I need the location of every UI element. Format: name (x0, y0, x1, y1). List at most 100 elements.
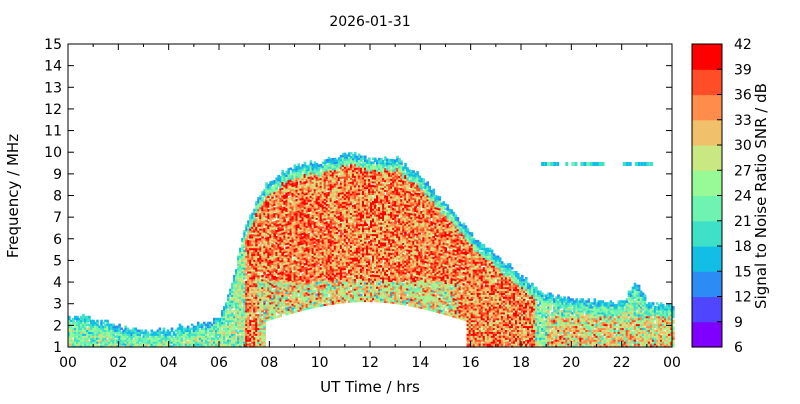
heatmap-cell (293, 242, 297, 245)
heatmap-cell (303, 302, 307, 305)
heatmap-cell (271, 239, 274, 242)
heatmap-cell (297, 173, 301, 176)
heatmap-cell (227, 294, 230, 297)
heatmap-cell (301, 168, 305, 171)
heatmap-cell (196, 329, 200, 332)
heatmap-cell (349, 269, 353, 272)
heatmap-cell (349, 259, 353, 262)
heatmap-cell (235, 292, 238, 295)
heatmap-cell (321, 194, 325, 198)
heatmap-cell (194, 339, 198, 342)
heatmap-cell (303, 233, 307, 237)
heatmap-cell (279, 312, 282, 316)
heatmap-cell (249, 241, 252, 245)
heatmap-cell (307, 215, 311, 218)
heatmap-cell (235, 308, 238, 311)
heatmap-cell (269, 198, 272, 202)
heatmap-cell (92, 325, 95, 329)
heatmap-cell (325, 159, 329, 162)
heatmap-cell (287, 281, 291, 284)
heatmap-cell (319, 271, 323, 274)
heatmap-cell (257, 302, 260, 305)
heatmap-cell (301, 267, 305, 270)
heatmap-cell (279, 300, 282, 304)
heatmap-cell (317, 244, 321, 247)
heatmap-cell (279, 281, 282, 284)
heatmap-cell (315, 229, 319, 232)
heatmap-cell (140, 341, 144, 344)
heatmap-cell (239, 327, 242, 330)
heatmap-cell (287, 238, 291, 241)
heatmap-cell (132, 343, 135, 346)
heatmap-cell (267, 281, 270, 284)
heatmap-cell (297, 190, 301, 194)
heatmap-cell (333, 220, 337, 223)
heatmap-cell (271, 229, 274, 232)
heatmap-cell (317, 248, 321, 251)
heatmap-cell (277, 301, 280, 304)
heatmap-cell (311, 218, 315, 221)
heatmap-cell (265, 291, 268, 294)
heatmap-cell (289, 218, 293, 221)
heatmap-cell (88, 323, 91, 327)
heatmap-cell (237, 288, 240, 292)
heatmap-cell (267, 310, 270, 313)
heatmap-cell (301, 279, 305, 282)
heatmap-cell (231, 304, 234, 307)
heatmap-cell (92, 341, 95, 344)
heatmap-cell (68, 339, 71, 342)
heatmap-cell (217, 337, 220, 340)
heatmap-cell (285, 192, 288, 195)
heatmap-cell (251, 343, 254, 346)
heatmap-cell (327, 240, 331, 243)
heatmap-cell (267, 287, 270, 290)
heatmap-cell (313, 249, 317, 252)
heatmap-cell (156, 329, 160, 332)
heatmap-cell (331, 198, 335, 202)
heatmap-cell (297, 217, 301, 221)
heatmap-cell (257, 276, 260, 280)
heatmap-cell (257, 269, 260, 272)
heatmap-cell (339, 252, 343, 255)
heatmap-cell (168, 337, 172, 340)
heatmap-cell (341, 187, 345, 191)
heatmap-cell (305, 231, 309, 234)
heatmap-cell (221, 310, 224, 313)
heatmap-cell (227, 327, 230, 330)
heatmap-cell (249, 327, 252, 330)
heatmap-cell (349, 171, 353, 175)
heatmap-cell (291, 254, 295, 258)
heatmap-cell (273, 293, 276, 296)
heatmap-cell (331, 189, 335, 192)
heatmap-cell (247, 222, 250, 225)
heatmap-cell (285, 197, 288, 201)
heatmap-cell (223, 329, 226, 332)
heatmap-cell (285, 293, 288, 296)
heatmap-cell (102, 327, 105, 330)
heatmap-cell (90, 323, 93, 327)
heatmap-cell (271, 204, 274, 207)
heatmap-cell (255, 298, 258, 301)
heatmap-cell (343, 218, 347, 222)
heatmap-cell (158, 329, 162, 332)
heatmap-cell (295, 241, 299, 245)
heatmap-cell (176, 333, 180, 336)
heatmap-cell (255, 239, 258, 243)
heatmap-cell (329, 162, 333, 165)
heatmap-cell (70, 335, 73, 338)
heatmap-cell (339, 242, 343, 246)
heatmap-cell (301, 251, 305, 255)
heatmap-cell (339, 258, 343, 261)
heatmap-cell (225, 339, 228, 342)
heatmap-cell (104, 341, 107, 344)
heatmap-cell (245, 230, 248, 233)
heatmap-cell (313, 204, 317, 207)
heatmap-cell (349, 284, 353, 288)
heatmap-cell (329, 244, 333, 247)
heatmap-cell (317, 287, 321, 290)
heatmap-cell (72, 341, 75, 344)
heatmap-cell (243, 274, 246, 278)
heatmap-cell (68, 335, 71, 338)
heatmap-cell (88, 337, 91, 340)
heatmap-cell (279, 219, 282, 222)
